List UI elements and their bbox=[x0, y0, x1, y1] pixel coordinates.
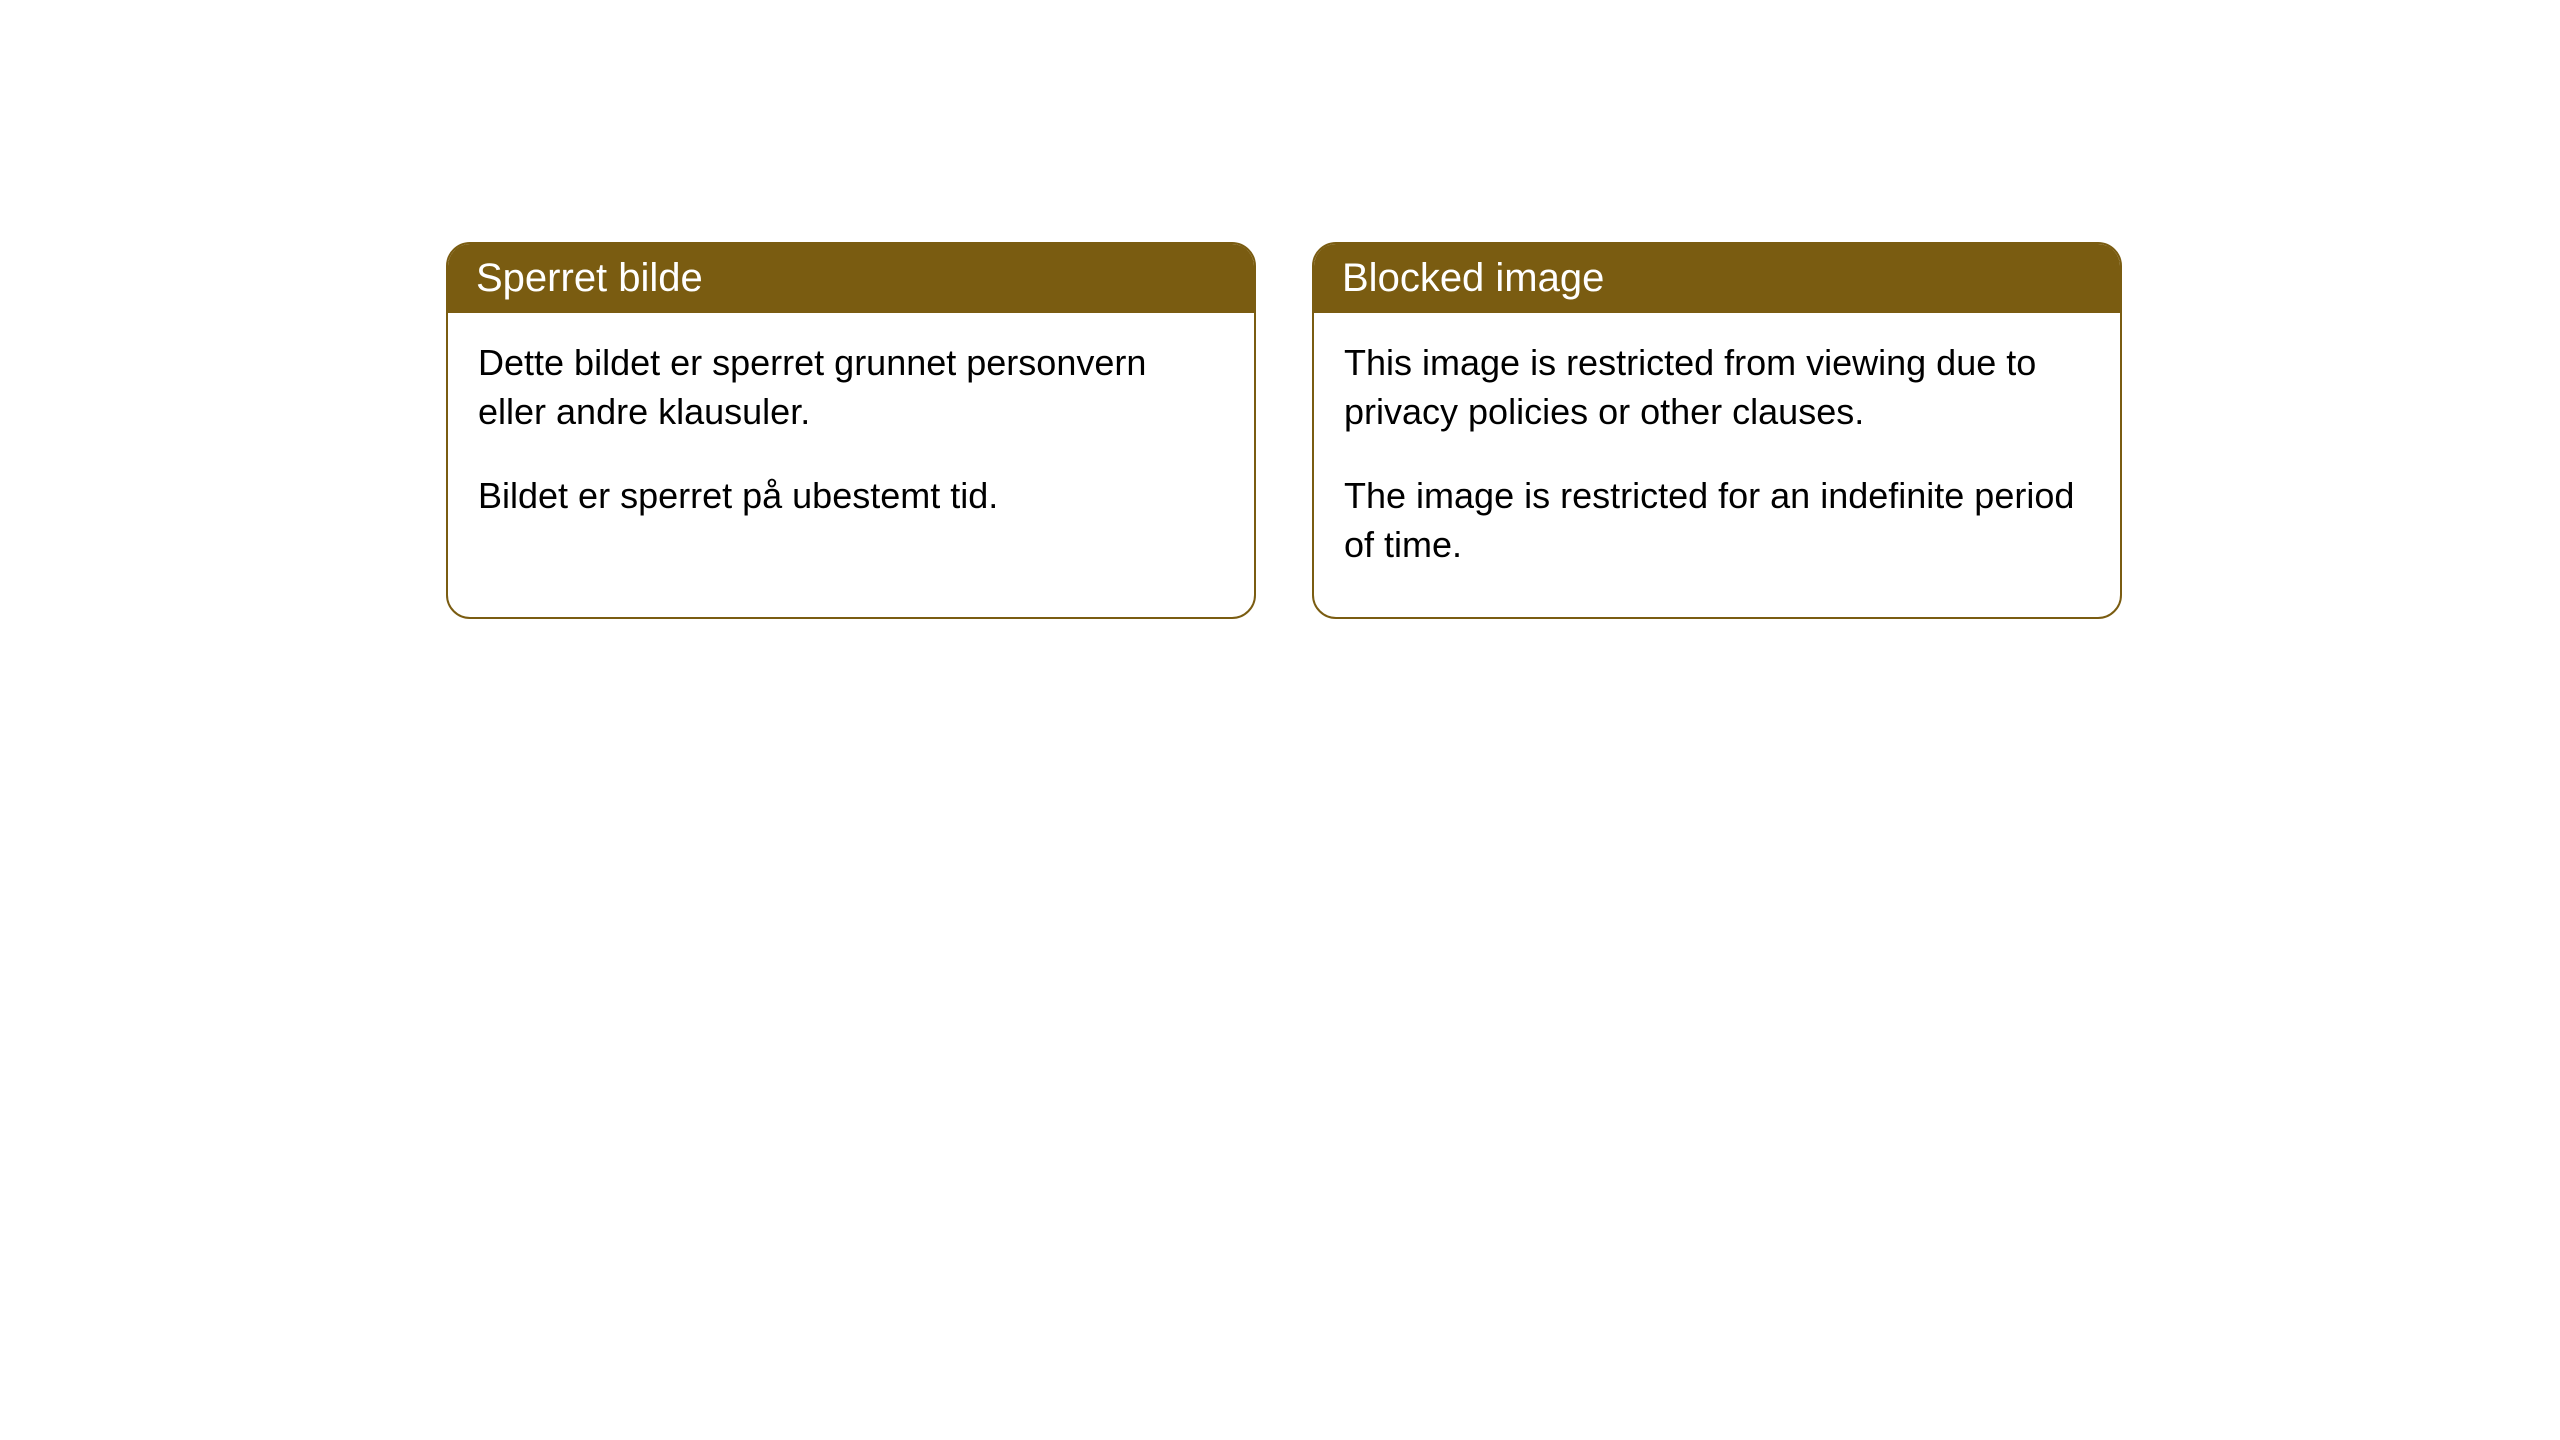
blocked-image-card-en: Blocked image This image is restricted f… bbox=[1312, 242, 2122, 619]
card-text-no-1: Dette bildet er sperret grunnet personve… bbox=[478, 339, 1224, 436]
card-title-en: Blocked image bbox=[1314, 244, 2120, 313]
card-text-en-1: This image is restricted from viewing du… bbox=[1344, 339, 2090, 436]
card-text-no-2: Bildet er sperret på ubestemt tid. bbox=[478, 472, 1224, 521]
card-body-no: Dette bildet er sperret grunnet personve… bbox=[448, 313, 1254, 569]
blocked-image-card-no: Sperret bilde Dette bildet er sperret gr… bbox=[446, 242, 1256, 619]
card-body-en: This image is restricted from viewing du… bbox=[1314, 313, 2120, 617]
card-title-no: Sperret bilde bbox=[448, 244, 1254, 313]
notice-container: Sperret bilde Dette bildet er sperret gr… bbox=[0, 0, 2560, 619]
card-text-en-2: The image is restricted for an indefinit… bbox=[1344, 472, 2090, 569]
